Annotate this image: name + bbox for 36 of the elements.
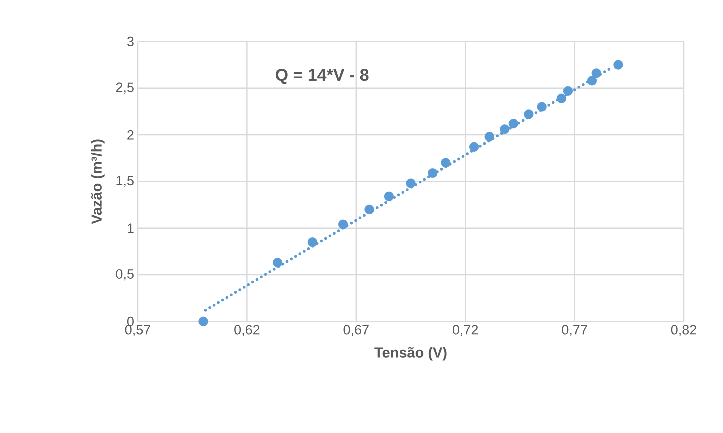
x-tick-label: 0,67 bbox=[344, 325, 369, 336]
point bbox=[308, 238, 318, 248]
x-axis-title: Tensão (V) bbox=[374, 347, 447, 361]
x-tick-label: 0,62 bbox=[234, 325, 260, 336]
y-tick-label: 0 bbox=[128, 316, 134, 326]
point bbox=[556, 94, 566, 104]
point bbox=[524, 110, 534, 120]
point bbox=[508, 119, 518, 129]
point bbox=[537, 102, 547, 112]
point bbox=[563, 86, 574, 96]
y-tick-label: 1,5 bbox=[116, 176, 134, 188]
point bbox=[441, 158, 451, 168]
point bbox=[198, 316, 208, 326]
point bbox=[406, 178, 416, 188]
y-tick-label: 1 bbox=[128, 224, 134, 233]
point bbox=[428, 168, 438, 178]
point bbox=[272, 258, 283, 268]
annotation: Q = 14*V - 8 bbox=[276, 69, 369, 84]
point bbox=[587, 76, 598, 86]
y-tick-label: 3 bbox=[127, 36, 134, 46]
x-tick-label: 0,72 bbox=[452, 325, 478, 336]
y-tick-label: 0,5 bbox=[116, 269, 134, 281]
point bbox=[338, 220, 348, 230]
x-tick-label: 0,57 bbox=[125, 325, 150, 336]
y-tick-label: 2 bbox=[128, 130, 134, 140]
point bbox=[592, 68, 602, 78]
point bbox=[500, 124, 510, 134]
x-tick-label: 0,77 bbox=[562, 325, 588, 336]
x-tick-label: 0,82 bbox=[671, 325, 696, 336]
y-tick-label: 2,5 bbox=[116, 82, 134, 94]
point bbox=[384, 192, 394, 202]
point bbox=[364, 204, 374, 214]
point bbox=[484, 132, 494, 142]
y-axis-title: Vazão (m³/h) bbox=[91, 140, 105, 224]
point bbox=[470, 142, 480, 152]
point bbox=[614, 60, 624, 70]
